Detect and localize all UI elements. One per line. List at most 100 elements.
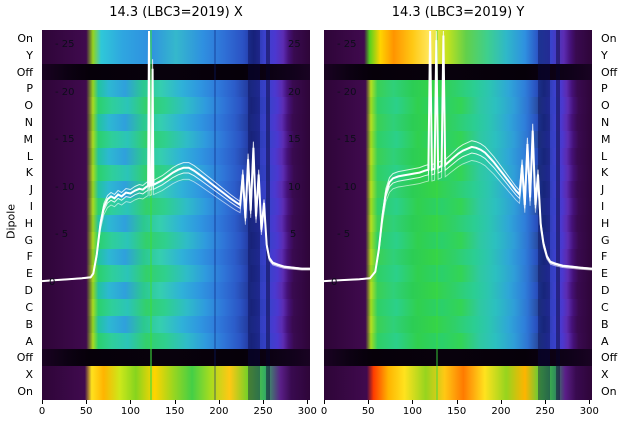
heatmap-row [324,46,592,64]
dipole-row-label: X [601,368,609,382]
heatmap-row [42,30,310,47]
contour-level-label: - 5 [337,229,351,241]
heatmap-row [324,30,592,47]
contour-level-label: - 15 [55,134,75,146]
spectrum-line [42,30,310,282]
x-tick-label: 100 [402,406,422,417]
contour-level-label: 0 [331,277,338,288]
x-tick-label: 300 [297,406,317,417]
heatmap-row [324,332,592,350]
spectrum-line [324,41,592,282]
heatmap-panel-x: - 25 - 20 - 15 - 10 - 5 0 25 20 15 10 5 [42,30,310,400]
dipole-row-label: On [601,31,617,45]
dipole-row-label: M [601,132,611,146]
heatmap-row [324,231,592,249]
panel-y-title: 14.3 (LBC3=2019) Y [391,5,525,20]
x-tick-label: 200 [491,406,511,417]
contour-level-label: 25 [288,39,301,50]
dipole-row-label: H [24,216,33,230]
heatmap-row [324,114,592,131]
x-axis-panel-x: 0 50 100 150 200 250 300 [39,400,317,426]
dipole-row-label: I [601,200,605,214]
vertical-artifact-stripe [266,30,270,400]
x-tick-label: 250 [253,406,273,417]
heatmap-row [42,231,310,249]
dipole-row-label: P [26,82,33,96]
heatmap-row [42,63,310,81]
x-tick-mark [456,400,458,404]
dipole-row-label: D [24,284,33,298]
heatmap-row [42,214,310,232]
heatmap-row [324,282,592,299]
heatmap-row [324,147,592,165]
x-tick-label: 150 [165,406,185,417]
contour-level-label: - 15 [337,134,357,146]
dipole-row-label: B [25,317,33,331]
row-labels-right: On Y Off P O N M L K J I H G F E D C B A Off X On [596,30,638,400]
x-tick-mark [545,400,547,404]
spectrum-line [42,55,310,282]
heatmap-row [42,366,310,384]
heatmap-row [324,80,592,98]
heatmap-row [42,282,310,299]
dipole-row-label: On [17,384,33,398]
x-tick-mark [130,400,132,404]
heatmap-row [42,299,310,316]
vertical-artifact-stripe [150,30,152,400]
contour-level-label: - 10 [55,181,75,193]
dipole-row-label: H [601,216,610,230]
dipole-row-label: Off [601,65,618,79]
vertical-artifact-stripe [538,30,550,400]
x-tick-mark [307,400,309,404]
x-tick-label: 0 [320,406,328,417]
dipole-row-label: Off [601,351,618,365]
dipole-row-label: M [23,132,34,146]
heatmap-row [324,366,592,384]
dipole-row-label: Y [26,48,33,62]
dipole-row-label: Off [16,351,33,365]
dipole-row-label: K [601,166,609,180]
heatmap-row [324,383,592,400]
dipole-row-label: A [601,334,609,348]
dipole-row-label: E [26,267,33,281]
dipole-row-label: P [601,82,608,96]
vertical-artifact-stripe [214,30,216,400]
heatmap-row [42,80,310,98]
dipole-row-label: A [25,334,33,348]
dipole-row-label: O [24,99,33,113]
heatmap-row [324,265,592,283]
contour-level-label: 15 [288,134,301,146]
dipole-row-label: F [601,250,608,264]
heatmap-row [42,46,310,64]
x-tick-label: 200 [209,406,229,417]
spectrum-line [324,30,592,283]
x-tick-label: 0 [38,406,46,417]
heatmap-row [324,349,592,367]
dipole-row-label: O [601,99,610,113]
contour-level-label: - 20 [337,86,357,98]
dipole-row-label: On [17,31,33,45]
dipole-row-label: F [26,250,33,264]
heatmap-row [324,63,592,81]
heatmap-row [324,248,592,266]
spectrum-line [324,30,592,282]
dipole-row-label: J [29,183,33,197]
dipole-row-label: B [601,317,609,331]
contour-level-label: - 25 [55,39,75,50]
spectrum-line [42,41,310,282]
heatmap-row [42,315,310,333]
dipole-row-label: K [25,166,33,180]
spectrum-line [42,30,310,283]
dipole-row-label: L [601,149,608,163]
x-tick-mark [368,400,370,404]
heatmap-row [42,349,310,367]
heatmap-row [324,97,592,115]
contour-level-label: - 10 [337,181,357,193]
contour-level-label: 20 [288,86,301,98]
dipole-row-label: N [601,115,610,129]
dipole-row-label: E [601,267,608,281]
dipole-row-label: Off [16,65,33,79]
x-tick-mark [218,400,220,404]
contour-level-label: - 5 [55,229,69,241]
